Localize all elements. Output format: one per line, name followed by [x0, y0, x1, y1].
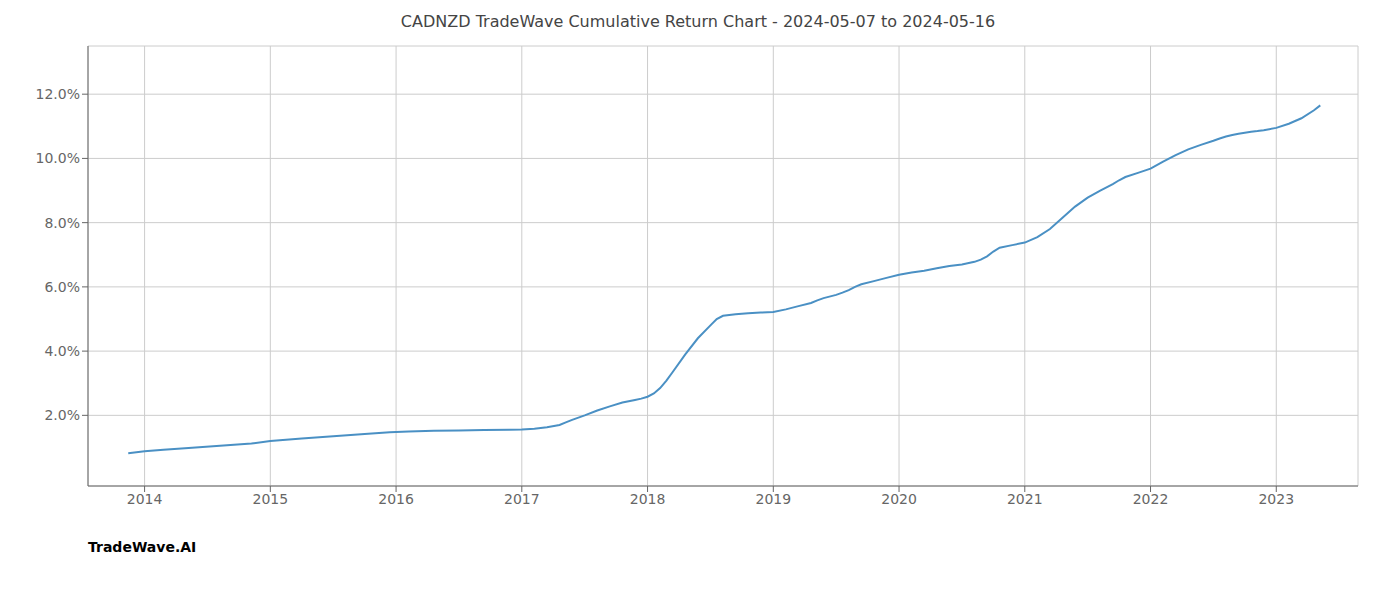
svg-text:2014: 2014 — [127, 491, 163, 507]
svg-text:2019: 2019 — [755, 491, 791, 507]
svg-text:2022: 2022 — [1133, 491, 1169, 507]
svg-text:2015: 2015 — [253, 491, 289, 507]
html-text:CADNZD TradeWave Cumulative Re: CADNZD TradeWave Cumulative Return Chart… — [400, 12, 996, 31]
svg-text:2018: 2018 — [630, 491, 666, 507]
svg-text:12.0%: 12.0% — [36, 86, 80, 102]
svg-text:8.0%: 8.0% — [44, 215, 80, 231]
svg-text:2023: 2023 — [1258, 491, 1294, 507]
svg-text:2.0%: 2.0% — [44, 407, 80, 423]
svg-text:6.0%: 6.0% — [44, 279, 80, 295]
svg-text:2016: 2016 — [378, 491, 414, 507]
svg-text:2021: 2021 — [1007, 491, 1043, 507]
html-text:TradeWave.AI: TradeWave.AI — [88, 539, 197, 555]
svg-text:2017: 2017 — [504, 491, 540, 507]
svg-text:2020: 2020 — [881, 491, 917, 507]
svg-text:10.0%: 10.0% — [36, 150, 80, 166]
svg-text:4.0%: 4.0% — [44, 343, 80, 359]
